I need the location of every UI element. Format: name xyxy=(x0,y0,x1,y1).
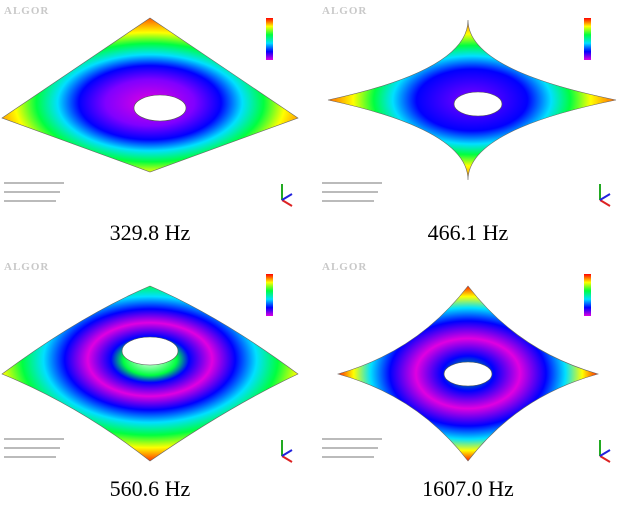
caption: 466.1 Hz xyxy=(428,220,509,245)
legend-bar xyxy=(584,274,591,316)
panel: ALGOR 329.8 Hz xyxy=(2,5,298,245)
panel: ALGOR 560.6 Hz xyxy=(2,261,298,501)
info-line xyxy=(4,447,60,449)
info-line xyxy=(4,182,64,184)
hole xyxy=(134,95,186,121)
hole xyxy=(444,362,492,386)
axis-x xyxy=(282,200,292,206)
axis-z xyxy=(282,194,292,200)
info-line xyxy=(322,447,378,449)
hole xyxy=(454,92,502,116)
axis-x xyxy=(282,456,292,462)
panel: ALGOR 1607.0 Hz xyxy=(322,261,610,501)
caption: 1607.0 Hz xyxy=(422,476,514,501)
axis-z xyxy=(600,450,610,456)
hole xyxy=(122,337,178,365)
info-line xyxy=(322,182,382,184)
legend-bar xyxy=(266,18,273,60)
logo: ALGOR xyxy=(322,261,367,273)
info-line xyxy=(4,456,56,458)
info-line xyxy=(4,438,64,440)
axis-z xyxy=(282,450,292,456)
info-line xyxy=(322,438,382,440)
logo: ALGOR xyxy=(322,5,367,17)
caption: 560.6 Hz xyxy=(110,476,191,501)
logo: ALGOR xyxy=(4,5,49,17)
plate xyxy=(2,18,298,172)
figure: ALGOR329.8 HzALGOR466.1 HzALGOR560.6 HzA… xyxy=(0,0,620,509)
axis-x xyxy=(600,456,610,462)
logo: ALGOR xyxy=(4,261,49,273)
info-line xyxy=(322,456,374,458)
legend-bar xyxy=(266,274,273,316)
info-line xyxy=(4,191,60,193)
info-line xyxy=(4,200,56,202)
info-line xyxy=(322,200,374,202)
legend-bar xyxy=(584,18,591,60)
info-line xyxy=(322,191,378,193)
plate xyxy=(2,286,298,461)
caption: 329.8 Hz xyxy=(110,220,191,245)
axis-x xyxy=(600,200,610,206)
panel: ALGOR 466.1 Hz xyxy=(322,5,616,245)
page: ALGOR329.8 HzALGOR466.1 HzALGOR560.6 HzA… xyxy=(0,0,620,509)
axis-z xyxy=(600,194,610,200)
